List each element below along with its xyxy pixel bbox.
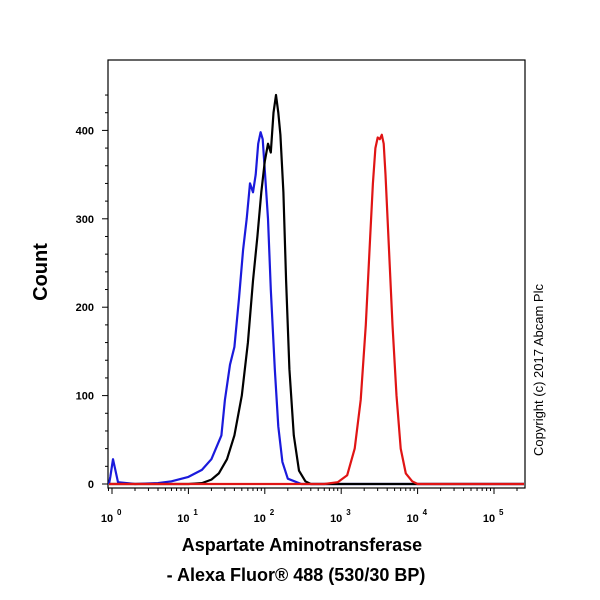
x-tick-label-base: 10 <box>330 513 342 525</box>
copyright-text: Copyright (c) 2017 Abcam Plc <box>531 284 546 456</box>
x-tick-label-exponent: 2 <box>270 508 275 517</box>
x-axis-ticks: 10 0 10 1 10 2 10 3 10 4 10 5 <box>101 488 518 525</box>
y-tick-label: 400 <box>76 125 94 137</box>
histogram-series-1 <box>107 131 524 486</box>
x-tick-label-exponent: 5 <box>499 508 504 517</box>
x-tick-label-exponent: 3 <box>346 508 351 517</box>
y-tick-label: 100 <box>76 391 94 403</box>
y-tick-label: 300 <box>76 214 94 226</box>
x-tick-label-base: 10 <box>101 513 113 525</box>
x-tick-label-base: 10 <box>254 513 266 525</box>
x-tick-label-base: 10 <box>177 513 189 525</box>
x-tick-label-exponent: 1 <box>193 508 198 517</box>
series-layer <box>107 93 524 486</box>
plot-area-frame <box>107 59 526 489</box>
x-axis-label-line2: - Alexa Fluor® 488 (530/30 BP) <box>167 565 426 585</box>
histogram-series-2 <box>109 93 524 486</box>
x-tick-label-exponent: 4 <box>423 508 428 517</box>
y-axis-label: Count <box>30 243 52 301</box>
x-axis-label-line1: Aspartate Aminotransferase <box>182 535 422 555</box>
y-axis-ticks: 0 100 200 300 400 <box>76 94 108 491</box>
x-tick-label-base: 10 <box>406 513 418 525</box>
histogram-series-3 <box>109 133 524 486</box>
x-tick-label-exponent: 0 <box>117 508 122 517</box>
y-tick-label: 0 <box>88 479 94 491</box>
x-tick-label-base: 10 <box>483 513 495 525</box>
y-tick-label: 200 <box>76 302 94 314</box>
